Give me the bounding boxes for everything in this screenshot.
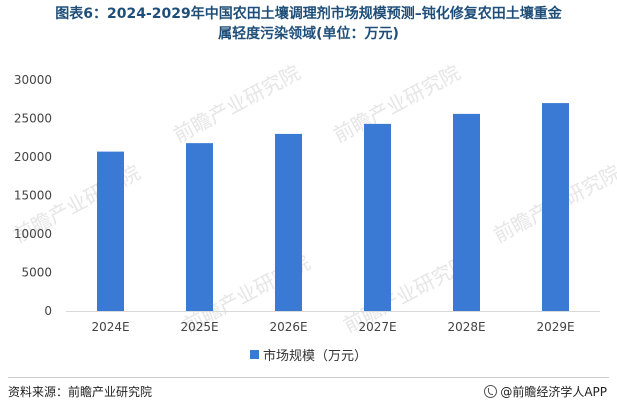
chart-title: 图表6：2024-2029年中国农田土壤调理剂市场规模预测–钝化修复农田土壤重金… [0,4,617,44]
y-tick-label: 10000 [14,227,52,241]
bar [275,133,302,311]
y-tick-label: 20000 [14,150,52,164]
legend-swatch [249,350,259,359]
y-tick-label: 5000 [21,266,52,280]
app-credit-text: @前瞻经济学人APP [500,385,607,399]
y-tick-label: 30000 [14,73,52,87]
x-tick-label: 2028E [447,320,485,334]
x-axis-ticks: 2024E 2025E 2026E 2027E 2028E 2029E [91,320,574,334]
app-credit: @前瞻经济学人APP [484,383,607,400]
legend-label: 市场规模（万元） [262,349,367,364]
bar [97,151,124,311]
source-note: 资料来源：前瞻产业研究院 [8,385,153,399]
bar-series [97,103,569,311]
bar [186,143,213,311]
x-tick-label: 2026E [269,320,307,334]
legend: 市场规模（万元） [0,345,617,364]
x-tick-label: 2025E [180,320,218,334]
footer-divider [8,377,609,378]
chart-title-line-2: 属轻度污染领域(单位：万元) [218,26,399,42]
x-tick-label: 2027E [358,320,396,334]
x-tick-label: 2024E [91,320,129,334]
chart-title-line-1: 图表6：2024-2029年中国农田土壤调理剂市场规模预测–钝化修复农田土壤重金 [55,6,562,22]
y-tick-label: 15000 [14,189,52,203]
x-tick-label: 2029E [536,320,574,334]
bar [453,113,480,311]
y-axis-ticks: 0 5000 10000 15000 20000 25000 30000 [14,73,52,318]
bar [364,123,391,311]
watermark-text: 前瞻产业研究院 [329,60,464,147]
brand-logo-icon [484,385,498,398]
bar [542,103,569,311]
y-tick-label: 25000 [14,112,52,126]
y-tick-label: 0 [44,304,52,318]
